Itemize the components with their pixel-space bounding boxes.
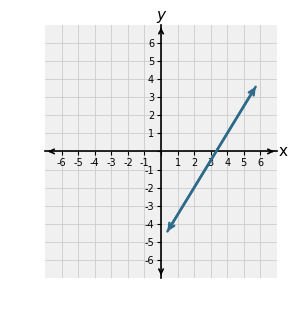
Text: y: y xyxy=(157,8,166,23)
Text: x: x xyxy=(279,144,287,159)
